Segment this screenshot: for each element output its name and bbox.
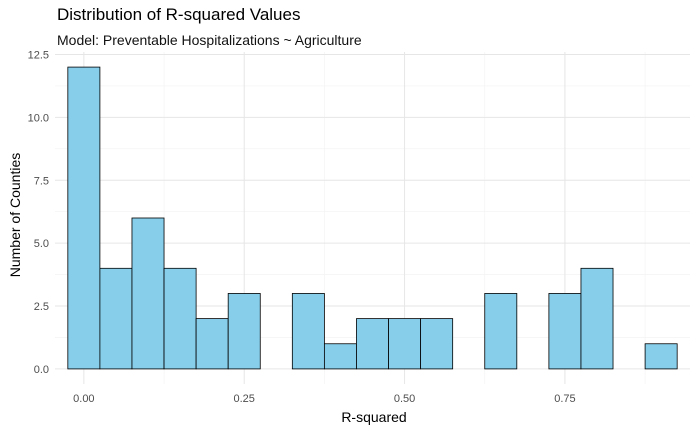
histogram-bar bbox=[388, 318, 422, 370]
y-tick-label: 7.5 bbox=[34, 175, 49, 187]
y-tick-label: 12.5 bbox=[28, 50, 49, 62]
histogram-bar bbox=[227, 293, 261, 370]
histogram-bar bbox=[548, 293, 582, 370]
histogram-bar bbox=[484, 293, 518, 370]
y-axis-ticks: 0.0 2.5 5.0 7.5 10.0 12.5 bbox=[28, 50, 49, 376]
x-tick-label: 0.00 bbox=[73, 393, 94, 405]
chart-subtitle: Model: Preventable Hospitalizations ~ Ag… bbox=[57, 32, 362, 48]
x-tick-label: 0.75 bbox=[554, 393, 575, 405]
histogram-bar bbox=[580, 267, 614, 370]
y-tick-label: 0.0 bbox=[34, 364, 49, 376]
x-tick-label: 0.50 bbox=[394, 393, 415, 405]
y-tick-label: 10.0 bbox=[28, 112, 49, 124]
histogram-bar bbox=[163, 267, 197, 370]
histogram-bar bbox=[67, 66, 101, 370]
histogram-bar bbox=[99, 267, 133, 370]
histogram-bar bbox=[323, 343, 357, 370]
x-axis-ticks: 0.00 0.25 0.50 0.75 bbox=[73, 393, 575, 405]
histogram-bar bbox=[195, 318, 229, 370]
x-axis-title: R-squared bbox=[341, 409, 406, 425]
x-tick-label: 0.25 bbox=[234, 393, 255, 405]
histogram-bar bbox=[420, 318, 454, 370]
y-axis-title: Number of Counties bbox=[7, 153, 23, 278]
histogram-bar bbox=[644, 343, 678, 370]
histogram-bar bbox=[291, 293, 325, 370]
y-tick-label: 2.5 bbox=[34, 301, 49, 313]
histogram-bar bbox=[131, 217, 165, 370]
histogram-bar bbox=[356, 318, 389, 370]
histogram-bars bbox=[67, 66, 678, 370]
chart-title: Distribution of R-squared Values bbox=[57, 5, 301, 24]
y-tick-label: 5.0 bbox=[34, 238, 49, 250]
